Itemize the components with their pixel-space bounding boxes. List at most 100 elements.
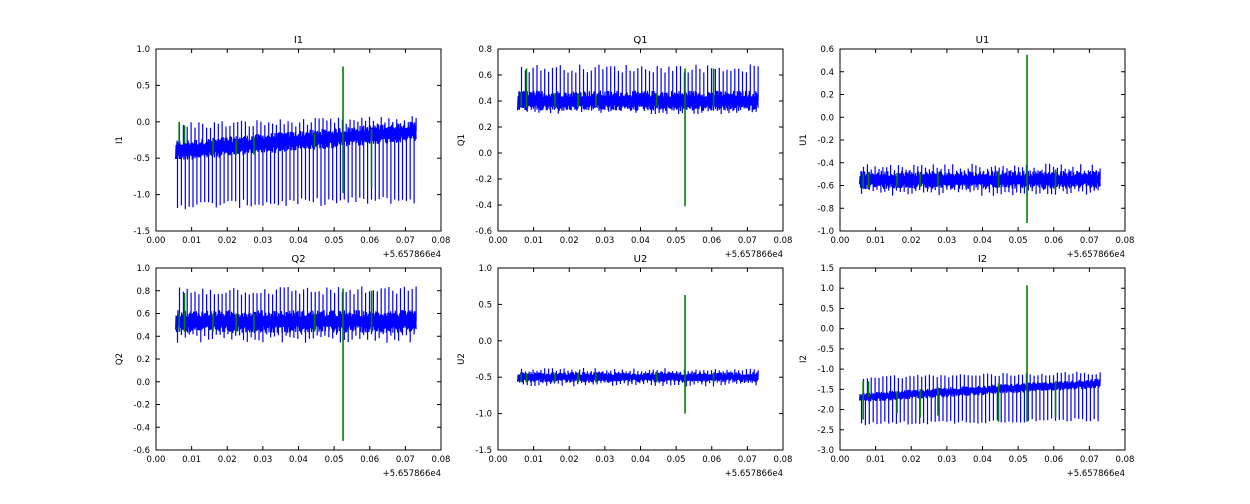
- subplot-u2: 0.00 0.01 0.02 0.03 0.04 0.05 0.06 0.07 0.08 -1.5…: [457, 254, 792, 479]
- x-tick-label: 0.06: [1044, 455, 1063, 465]
- chart-title: I1: [294, 35, 303, 46]
- x-tick-label: 0.07: [1080, 236, 1099, 246]
- series-noise-line: [175, 286, 417, 343]
- x-tick-label: 0.04: [289, 236, 308, 246]
- y-tick-label: 0.2: [478, 123, 492, 133]
- x-offset-label: +5.657866e4: [1067, 469, 1125, 479]
- subplot-q2: 0.00 0.01 0.02 0.03 0.04 0.05 0.06 0.07 0.08 -0.6…: [115, 254, 450, 479]
- x-tick-label: 0.00: [831, 236, 850, 246]
- y-tick-label: -0.6: [133, 446, 150, 456]
- y-tick-label: -2.5: [817, 426, 834, 436]
- y-tick-label: 0.8: [478, 45, 492, 55]
- x-tick-label: 0.03: [937, 455, 956, 465]
- x-tick-label: 0.05: [667, 236, 686, 246]
- y-tick-label: -1.5: [817, 385, 834, 395]
- x-tick-label: 0.04: [973, 236, 992, 246]
- x-tick-label: 0.05: [667, 455, 686, 465]
- x-tick-label: 0.05: [1009, 455, 1028, 465]
- y-tick-label: -1.5: [133, 227, 150, 237]
- y-tick-label: 0.2: [136, 355, 150, 365]
- y-axis-label: Q2: [115, 353, 125, 365]
- y-axis-label: Q1: [457, 134, 467, 146]
- x-tick-label: 0.02: [560, 455, 579, 465]
- subplot-u1: 0.00 0.01 0.02 0.03 0.04 0.05 0.06 0.07 0.08 -1.0…: [799, 35, 1134, 260]
- y-tick-label: 1.5: [820, 264, 834, 274]
- series-noise-line: [859, 163, 1101, 196]
- y-tick-label: -1.0: [817, 227, 834, 237]
- axes-frame: [839, 267, 1126, 451]
- x-tick-label: 0.08: [1116, 236, 1135, 246]
- y-tick-label: 0.0: [136, 118, 150, 128]
- series-noise-line: [859, 371, 1101, 426]
- x-tick-label: 0.06: [702, 455, 721, 465]
- y-tick-label: 1.0: [136, 45, 150, 55]
- x-tick-label: 0.00: [147, 455, 166, 465]
- x-tick-label: 0.03: [937, 236, 956, 246]
- x-tick-label: 0.08: [432, 236, 451, 246]
- x-tick-label: 0.00: [489, 455, 508, 465]
- x-tick-label: 0.04: [973, 455, 992, 465]
- y-tick-label: -0.5: [817, 345, 834, 355]
- y-tick-label: -0.8: [817, 204, 834, 214]
- axes-frame: [497, 267, 784, 451]
- x-tick-label: 0.01: [182, 455, 201, 465]
- y-axis-label: U2: [457, 353, 467, 365]
- x-tick-label: 0.07: [738, 236, 757, 246]
- x-tick-label: 0.06: [360, 236, 379, 246]
- y-tick-label: 0.4: [136, 332, 150, 342]
- x-tick-label: 0.02: [218, 455, 237, 465]
- y-tick-label: -0.6: [817, 182, 834, 192]
- x-offset-label: +5.657866e4: [383, 469, 441, 479]
- series-noise-line: [517, 368, 759, 387]
- y-tick-label: 0.0: [478, 149, 492, 159]
- y-tick-label: 0.5: [478, 300, 492, 310]
- y-tick-label: -0.2: [475, 175, 492, 185]
- x-tick-label: 0.07: [396, 236, 415, 246]
- y-tick-label: -3.0: [817, 446, 834, 456]
- y-axis-label: U1: [799, 134, 809, 146]
- x-tick-label: 0.04: [631, 236, 650, 246]
- x-tick-label: 0.01: [866, 236, 885, 246]
- x-tick-label: 0.08: [774, 455, 793, 465]
- chart-title: Q1: [633, 35, 647, 46]
- x-tick-label: 0.08: [432, 455, 451, 465]
- y-tick-label: 0.0: [136, 378, 150, 388]
- y-tick-label: 0.0: [478, 337, 492, 347]
- axes-frame: [839, 48, 1126, 232]
- x-offset-label: +5.657866e4: [383, 250, 441, 260]
- x-tick-label: 0.01: [866, 455, 885, 465]
- x-tick-label: 0.05: [1009, 236, 1028, 246]
- y-tick-label: 0.4: [478, 97, 492, 107]
- x-tick-label: 0.03: [253, 455, 272, 465]
- x-tick-label: 0.04: [631, 455, 650, 465]
- y-tick-label: 0.6: [478, 71, 492, 81]
- y-tick-label: -0.4: [817, 159, 834, 169]
- x-tick-label: 0.06: [1044, 236, 1063, 246]
- y-axis-label: I2: [799, 355, 809, 363]
- y-tick-label: 0.8: [136, 287, 150, 297]
- y-tick-label: -0.5: [133, 154, 150, 164]
- x-tick-label: 0.02: [218, 236, 237, 246]
- y-tick-label: -0.6: [475, 227, 492, 237]
- x-offset-label: +5.657866e4: [725, 250, 783, 260]
- x-tick-label: 0.01: [524, 455, 543, 465]
- x-offset-label: +5.657866e4: [725, 469, 783, 479]
- x-tick-label: 0.00: [489, 236, 508, 246]
- x-tick-label: 0.00: [147, 236, 166, 246]
- x-tick-label: 0.08: [1116, 455, 1135, 465]
- x-tick-label: 0.04: [289, 455, 308, 465]
- subplot-i2: 0.00 0.01 0.02 0.03 0.04 0.05 0.06 0.07 0.08 -3.0…: [799, 254, 1134, 479]
- series-noise-line: [175, 116, 417, 210]
- x-tick-label: 0.07: [738, 455, 757, 465]
- y-tick-label: -0.2: [133, 401, 150, 411]
- y-tick-label: 0.0: [820, 113, 834, 123]
- y-tick-label: -1.5: [475, 446, 492, 456]
- y-tick-label: 1.0: [820, 284, 834, 294]
- x-tick-label: 0.05: [325, 455, 344, 465]
- x-tick-label: 0.06: [702, 236, 721, 246]
- x-tick-label: 0.06: [360, 455, 379, 465]
- subplot-i1: 0.00 0.01 0.02 0.03 0.04 0.05 0.06 0.07 0.08 -1.5…: [115, 35, 450, 260]
- y-tick-label: 0.5: [820, 304, 834, 314]
- y-tick-label: 0.0: [820, 325, 834, 335]
